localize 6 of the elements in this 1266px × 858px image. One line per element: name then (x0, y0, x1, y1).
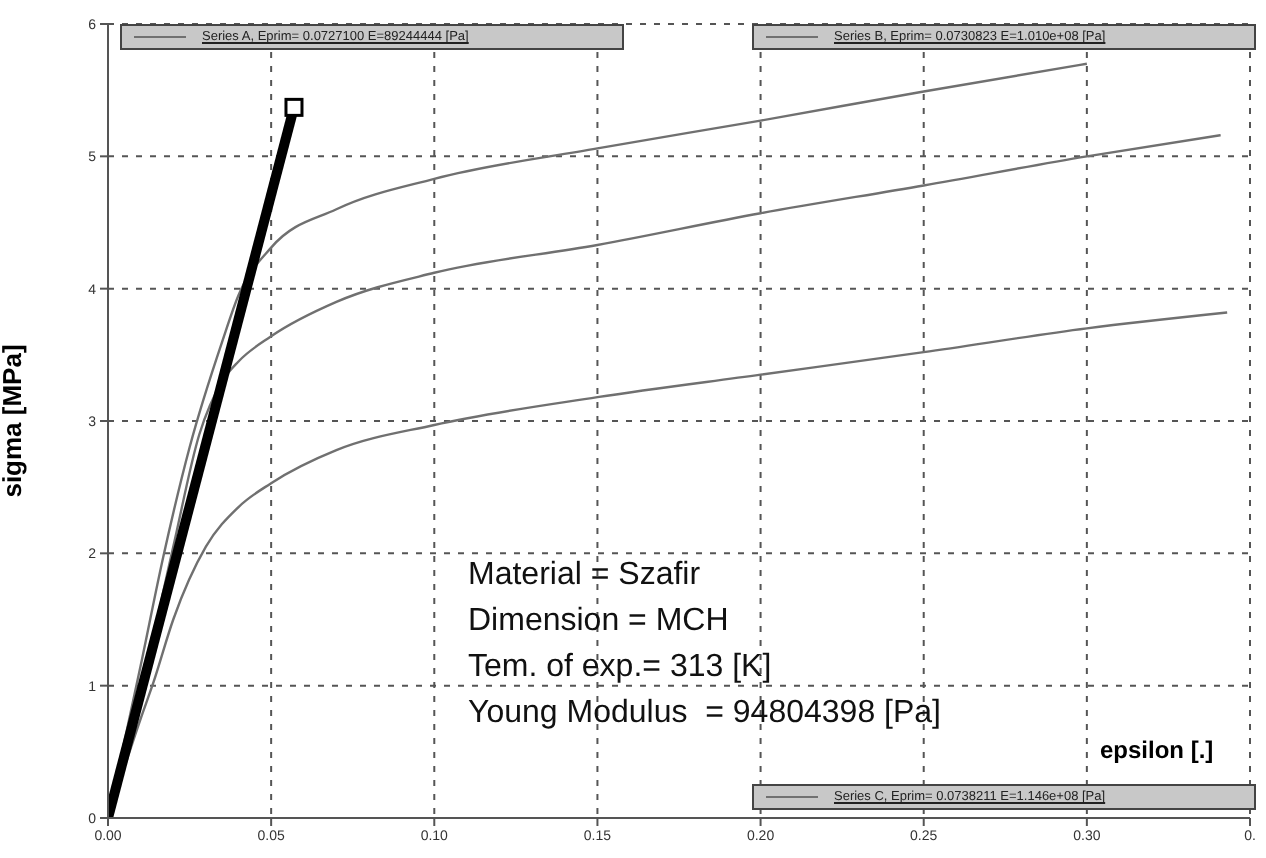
y-axis-title: sigma [MPa] (0, 344, 28, 498)
annotation: Tem. of exp.= 313 [K] (468, 648, 774, 688)
x-axis-title: epsilon [.] (1100, 736, 1214, 764)
annotation: Young Modulus = 94804398 [Pa] (468, 694, 941, 734)
annotation: Material = Szafir (468, 556, 703, 596)
annotation: Dimension = MCH (468, 602, 731, 642)
